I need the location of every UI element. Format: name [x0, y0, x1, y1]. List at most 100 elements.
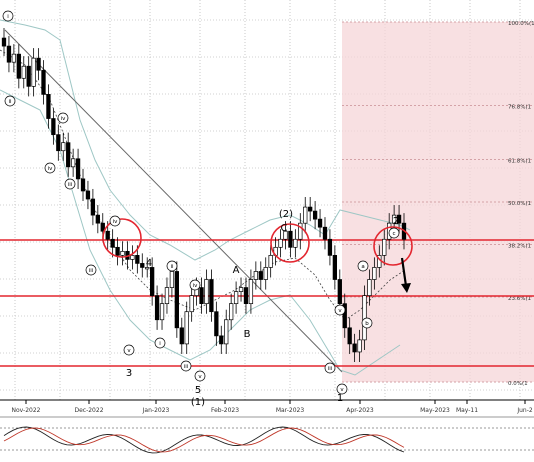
candle-body	[332, 255, 338, 280]
candle-body	[51, 118, 56, 135]
x-tick-label: Feb-2023	[211, 407, 239, 414]
candle-body	[357, 339, 362, 353]
candle-body	[41, 69, 46, 95]
highlight-circle	[270, 223, 310, 263]
wave-label: 1	[337, 393, 343, 404]
wave-label: 5	[195, 385, 201, 396]
candle-body	[337, 279, 342, 305]
candle-body	[105, 230, 110, 240]
candle-body	[382, 238, 387, 256]
sub-wave-label: v	[334, 304, 346, 316]
candle-body	[174, 271, 179, 329]
sub-wave-text: v	[127, 348, 131, 354]
candle-body	[56, 134, 61, 152]
candle-body	[179, 327, 184, 345]
sub-wave-circle	[180, 360, 192, 372]
sub-wave-label: iii	[324, 362, 336, 374]
sub-wave-label: v	[336, 383, 348, 395]
sub-wave-label: iii	[180, 360, 192, 372]
wave-label: (1)	[191, 397, 205, 408]
sub-wave-label: iii	[85, 264, 97, 276]
candle-body	[135, 255, 140, 264]
wave-label: C	[281, 223, 288, 234]
candle-body	[120, 250, 125, 256]
sub-wave-label: b	[361, 317, 373, 329]
candle-body	[303, 206, 308, 224]
candle-body	[283, 230, 288, 240]
candle-body	[396, 214, 402, 224]
candlesticks	[1, 27, 407, 363]
x-tick-label: Apr-2023	[346, 407, 374, 414]
sub-wave-text: iii	[89, 268, 94, 274]
x-axis: Nov-2022 Dec-2022 Jan-2023 Feb-2023 Mar-2023…	[12, 400, 533, 414]
sub-wave-text: c	[392, 231, 395, 237]
candle-body	[16, 53, 21, 79]
candle-body	[75, 158, 81, 180]
fib-label: 0.0%(1	[508, 381, 528, 387]
candle-body	[199, 287, 204, 305]
sub-wave-label: i	[154, 337, 166, 349]
wave-label: A	[233, 265, 240, 276]
stochastic-oscillator	[0, 416, 534, 454]
sub-wave-label: v	[123, 344, 135, 356]
wave-label: 3	[126, 368, 132, 379]
x-tick-label: May-2023	[420, 407, 450, 414]
wave-label: B	[244, 329, 251, 340]
sub-wave-circle	[194, 370, 206, 382]
highlight-circle	[373, 226, 413, 266]
fib-label: 23.6%(1	[508, 296, 531, 302]
sub-wave-text: a	[361, 264, 364, 270]
candle-body	[36, 57, 41, 71]
sub-wave-circle	[4, 95, 16, 107]
candle-body	[293, 238, 298, 248]
sub-wave-text: ii	[170, 264, 174, 270]
candle-body	[347, 327, 352, 345]
fib-label: 61.8%(1	[508, 159, 531, 165]
candle-body	[248, 279, 254, 305]
candle-body	[317, 218, 323, 228]
x-tick-label: Mar-2023	[276, 407, 305, 414]
candle-body	[391, 214, 397, 224]
candle-body	[184, 311, 189, 345]
sub-wave-label: v	[194, 370, 206, 382]
candle-body	[1, 37, 7, 47]
sub-wave-text: v	[338, 308, 342, 314]
sub-wave-circle	[388, 227, 400, 239]
sub-wave-circle	[154, 337, 166, 349]
x-tick-label: Dec-2022	[74, 407, 103, 414]
candle-body	[110, 238, 115, 248]
candle-body	[224, 319, 229, 345]
candle-body	[209, 279, 214, 313]
candle-body	[214, 311, 219, 337]
candle-body	[367, 279, 372, 296]
sub-wave-label: c	[388, 227, 400, 239]
candle-body	[154, 295, 160, 321]
horizontal-levels	[0, 239, 534, 367]
candle-body	[70, 158, 76, 168]
sub-wave-label: ii	[4, 95, 16, 107]
sub-wave-text: ii	[8, 99, 12, 105]
sub-wave-circle	[44, 162, 56, 174]
fibonacci-levels: 100.0%(1 76.8%(1 61.8%(1 50.0%(1 38.2%(1 23.6…	[342, 21, 534, 387]
highlight-circles	[102, 218, 413, 266]
candle-body	[233, 291, 239, 305]
candle-body	[362, 295, 367, 341]
candle-body	[312, 210, 318, 220]
sub-wave-circle	[336, 383, 348, 395]
fib-label: 50.0%(1	[508, 201, 531, 207]
sub-wave-circle	[166, 260, 178, 272]
upper-band	[0, 19, 411, 261]
sub-wave-circle	[85, 264, 97, 276]
sub-wave-circle	[57, 112, 69, 124]
candle-body	[189, 295, 194, 313]
candle-body	[258, 271, 263, 280]
candle-body	[66, 142, 71, 168]
sub-wave-circle	[357, 260, 369, 272]
candle-body	[21, 65, 26, 79]
sub-wave-circle	[123, 344, 135, 356]
candle-body	[115, 246, 120, 256]
sub-wave-text: v	[340, 387, 344, 393]
sub-wave-text: iii	[328, 366, 333, 372]
wave-labels: 2(2)AC435(1)B1iiiivivviiiviiiivabciiivii…	[2, 10, 400, 408]
